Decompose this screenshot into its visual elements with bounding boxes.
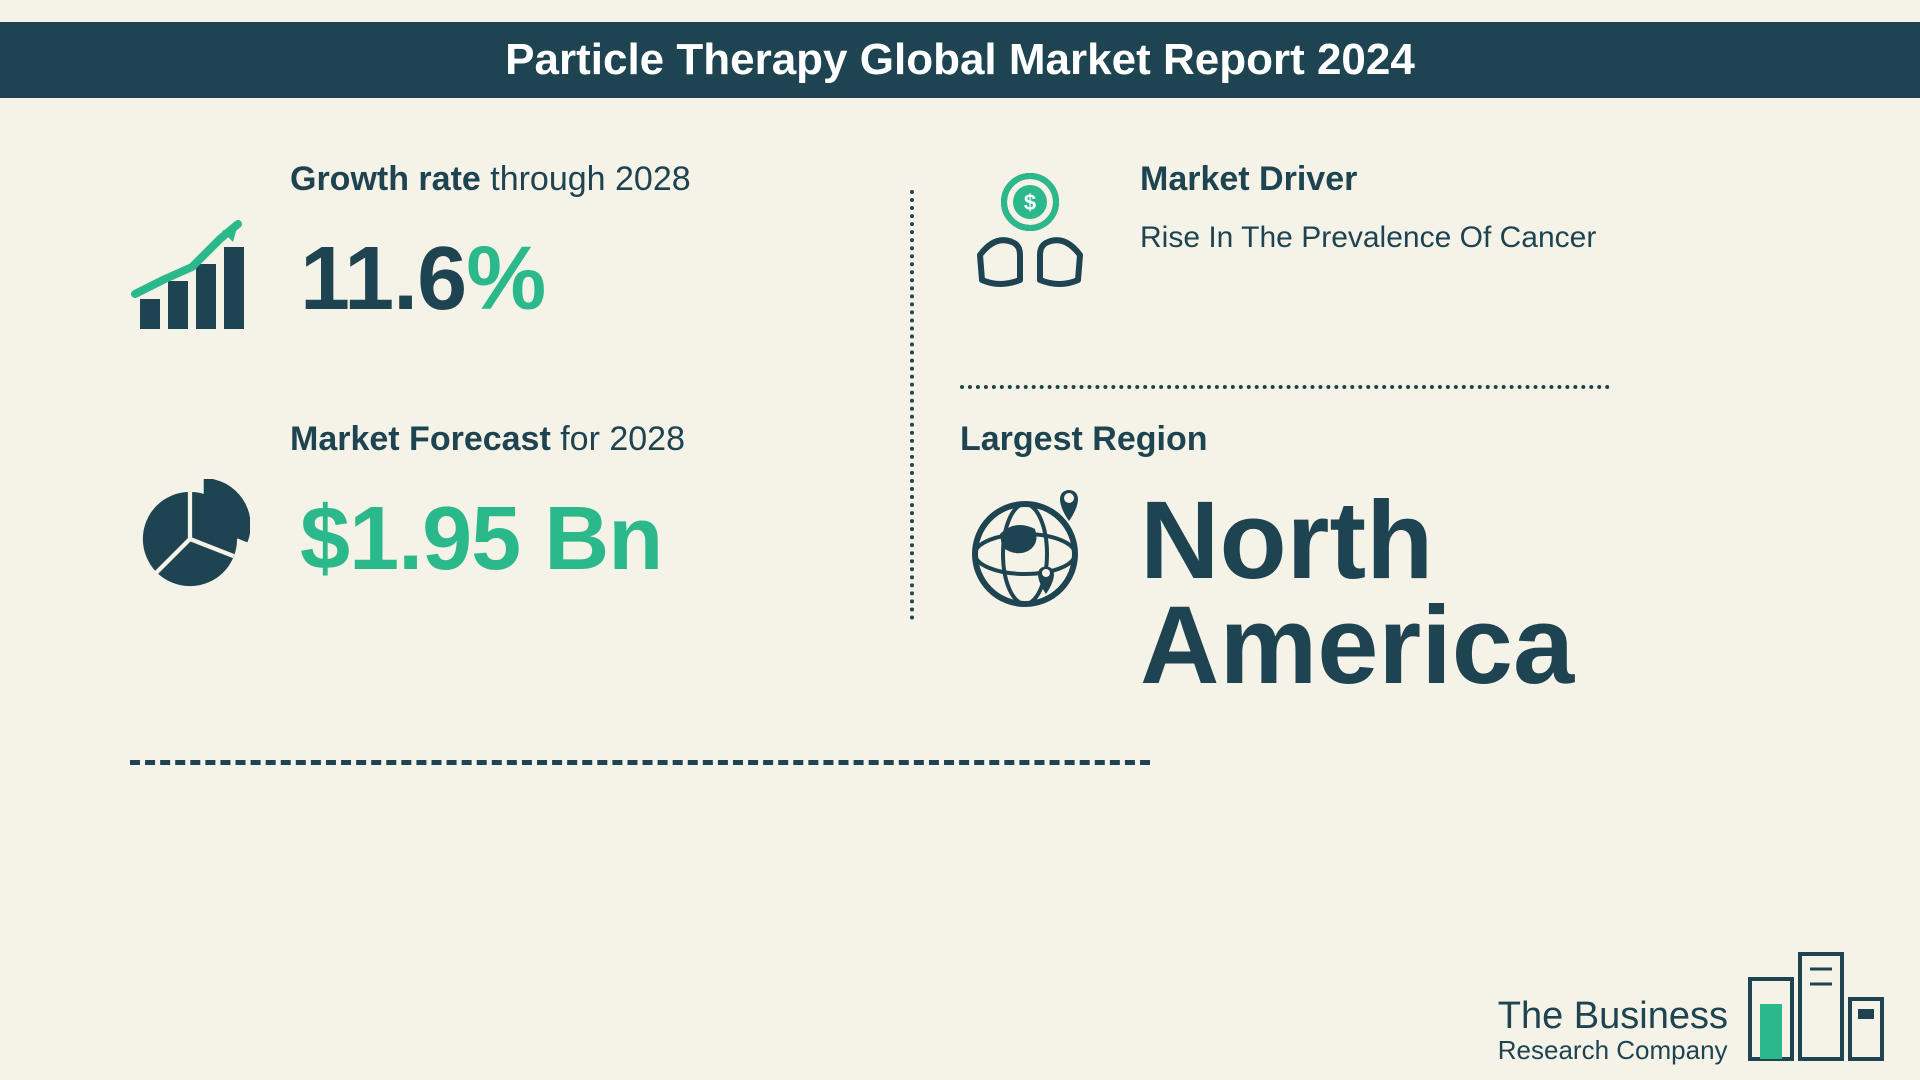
brand-buildings-icon xyxy=(1740,944,1890,1064)
forecast-label-bold: Market Forecast xyxy=(290,420,551,458)
growth-value: 11.6% xyxy=(300,234,545,324)
brand-text: The Business Research Company xyxy=(1498,997,1728,1064)
driver-text: Rise In The Prevalence Of Cancer xyxy=(1140,221,1596,255)
page-title: Particle Therapy Global Market Report 20… xyxy=(505,35,1415,85)
globe-pins-icon xyxy=(960,479,1100,619)
growth-row: 11.6% xyxy=(120,209,840,349)
growth-label-bold: Growth rate xyxy=(290,160,481,198)
forecast-suffix: Bn xyxy=(520,489,662,589)
brand-line2: Research Company xyxy=(1498,1037,1728,1064)
forecast-prefix: $ xyxy=(300,489,349,589)
growth-label: Growth rate through 2028 xyxy=(290,160,840,199)
bottom-dashed-divider xyxy=(130,760,1150,765)
growth-bars-arrow-icon xyxy=(120,209,260,349)
forecast-block: Market Forecast for 2028 $1.95 Bn xyxy=(120,420,840,609)
region-line1: North xyxy=(1140,489,1574,594)
growth-value-suffix: % xyxy=(466,229,545,329)
region-label: Largest Region xyxy=(960,420,1680,459)
pie-chart-icon xyxy=(120,469,260,609)
content-area: Growth rate through 2028 11.6% Market Fo… xyxy=(0,160,1920,1080)
svg-text:$: $ xyxy=(1024,190,1036,215)
growth-rate-block: Growth rate through 2028 11.6% xyxy=(120,160,840,349)
horizontal-dotted-divider xyxy=(960,385,1610,389)
growth-label-light: through 2028 xyxy=(481,160,691,198)
header-bar: Particle Therapy Global Market Report 20… xyxy=(0,22,1920,98)
driver-row: $ Market Driver Rise In The Prevalence O… xyxy=(960,160,1680,300)
forecast-row: $1.95 Bn xyxy=(120,469,840,609)
brand-line1: The Business xyxy=(1498,997,1728,1037)
region-row: North America xyxy=(960,479,1680,698)
hands-coin-icon: $ xyxy=(960,160,1100,300)
forecast-label: Market Forecast for 2028 xyxy=(290,420,840,459)
driver-block: $ Market Driver Rise In The Prevalence O… xyxy=(960,160,1680,300)
growth-value-main: 11.6 xyxy=(300,229,466,329)
region-value: North America xyxy=(1140,489,1574,698)
brand-logo: The Business Research Company xyxy=(1498,944,1890,1064)
forecast-main: 1.95 xyxy=(349,489,520,589)
forecast-value: $1.95 Bn xyxy=(300,494,662,584)
region-line2: America xyxy=(1140,594,1574,699)
forecast-label-light: for 2028 xyxy=(551,420,685,458)
driver-label: Market Driver xyxy=(1140,160,1596,199)
driver-text-col: Market Driver Rise In The Prevalence Of … xyxy=(1140,160,1596,255)
vertical-dotted-divider xyxy=(910,190,914,620)
region-block: Largest Region North America xyxy=(960,420,1680,698)
